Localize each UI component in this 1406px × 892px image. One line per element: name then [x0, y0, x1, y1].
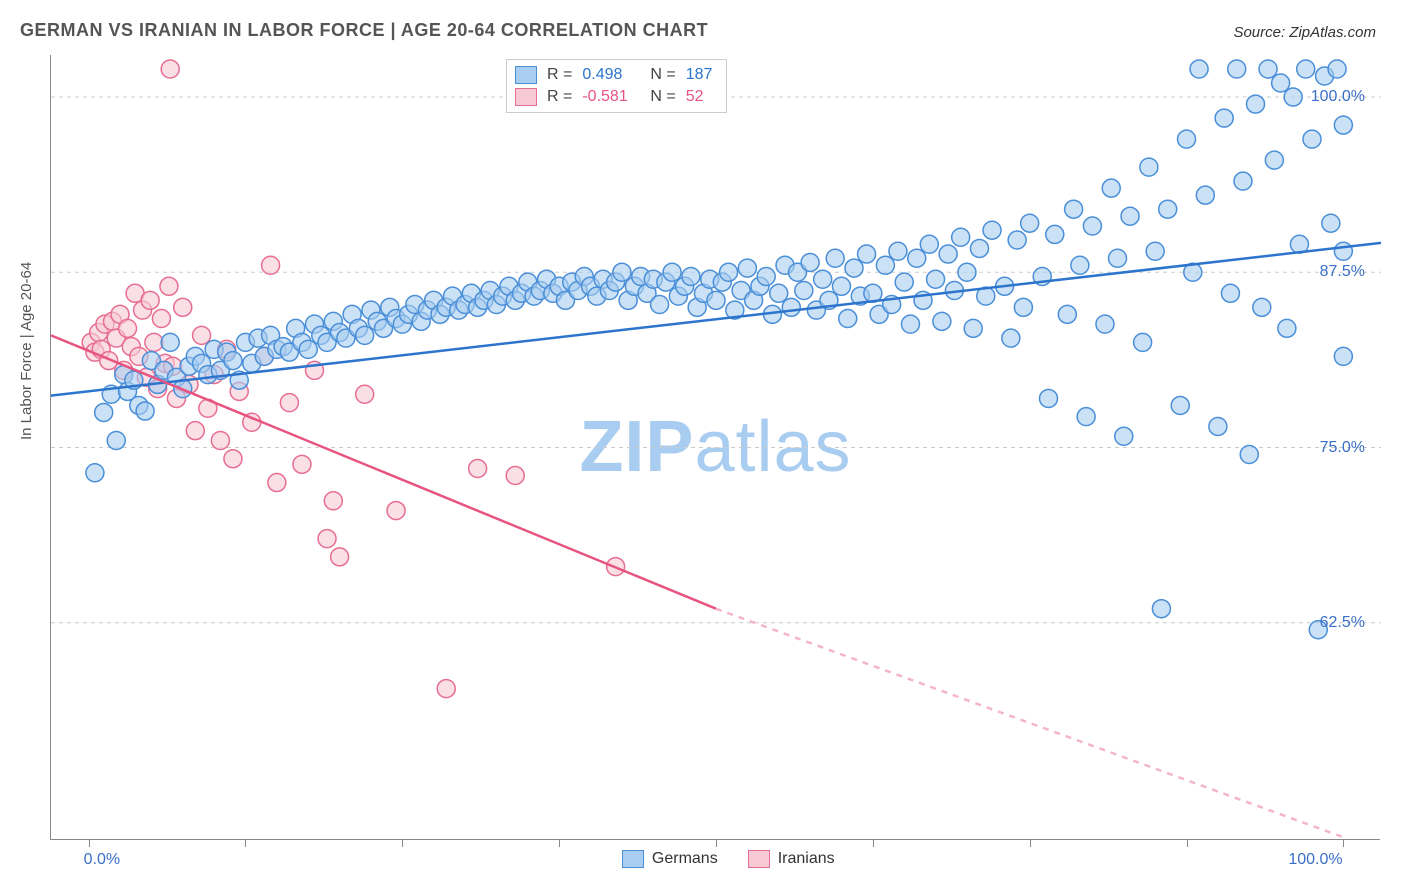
- y-axis-label: In Labor Force | Age 20-64: [18, 262, 35, 440]
- y-tick-label: 75.0%: [1320, 439, 1365, 457]
- x-tick: [1030, 839, 1031, 847]
- chart-title: GERMAN VS IRANIAN IN LABOR FORCE | AGE 2…: [20, 20, 708, 41]
- x-tick: [402, 839, 403, 847]
- source-attribution: Source: ZipAtlas.com: [1233, 24, 1376, 41]
- y-tick-label: 87.5%: [1320, 263, 1365, 281]
- legend-swatch-germans: [622, 850, 644, 868]
- legend-label-germans: Germans: [652, 850, 718, 868]
- bottom-legend: Germans Iranians: [622, 850, 835, 868]
- r-value-germans: 0.498: [582, 66, 640, 84]
- legend-swatch-iranians: [748, 850, 770, 868]
- n-value-iranians: 52: [686, 88, 704, 106]
- stats-row-germans: R = 0.498 N = 187: [515, 64, 712, 86]
- x-tick: [716, 839, 717, 847]
- swatch-germans: [515, 66, 537, 84]
- x-tick: [559, 839, 560, 847]
- n-label: N =: [650, 88, 675, 106]
- r-value-iranians: -0.581: [582, 88, 640, 106]
- r-label: R =: [547, 88, 572, 106]
- x-tick: [89, 839, 90, 847]
- x-tick: [1187, 839, 1188, 847]
- swatch-iranians: [515, 88, 537, 106]
- plot-area: ZIPatlas R = 0.498 N = 187 R = -0.581 N …: [50, 55, 1380, 840]
- stats-legend: R = 0.498 N = 187 R = -0.581 N = 52: [506, 59, 727, 113]
- x-tick-label: 0.0%: [84, 851, 120, 869]
- chart-container: GERMAN VS IRANIAN IN LABOR FORCE | AGE 2…: [0, 0, 1406, 892]
- r-label: R =: [547, 66, 572, 84]
- x-tick: [1343, 839, 1344, 847]
- n-value-germans: 187: [686, 66, 713, 84]
- legend-label-iranians: Iranians: [778, 850, 835, 868]
- legend-item-germans: Germans: [622, 850, 718, 868]
- y-tick-label: 62.5%: [1320, 614, 1365, 632]
- n-label: N =: [650, 66, 675, 84]
- stats-row-iranians: R = -0.581 N = 52: [515, 86, 712, 108]
- legend-item-iranians: Iranians: [748, 850, 835, 868]
- y-tick-label: 100.0%: [1311, 88, 1365, 106]
- scatter-svg: [51, 55, 1380, 839]
- x-tick: [245, 839, 246, 847]
- x-tick: [873, 839, 874, 847]
- x-tick-label: 100.0%: [1288, 851, 1342, 869]
